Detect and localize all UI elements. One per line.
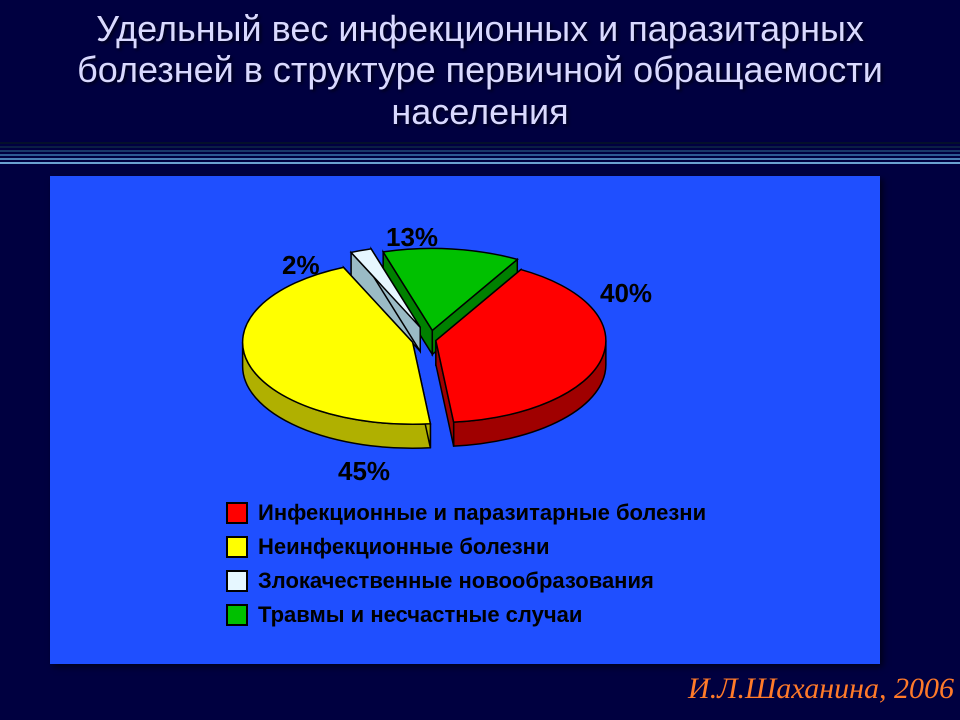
legend-swatch-0 — [226, 502, 248, 524]
pie-chart-container: 40% 45% 2% 13% — [210, 230, 650, 470]
pie-label-1: 45% — [338, 456, 390, 487]
slide-title: Удельный вес инфекционных и паразитарных… — [77, 8, 883, 132]
legend-item: Травмы и несчастные случаи — [226, 602, 706, 628]
legend-item: Инфекционные и паразитарные болезни — [226, 500, 706, 526]
legend-item: Злокачественные новообразования — [226, 568, 706, 594]
legend-swatch-2 — [226, 570, 248, 592]
pie-label-2: 2% — [282, 250, 320, 281]
legend-text-2: Злокачественные новообразования — [258, 568, 654, 594]
legend-text-1: Неинфекционные болезни — [258, 534, 550, 560]
chart-panel: 40% 45% 2% 13% Инфекционные и паразитарн… — [50, 176, 880, 664]
legend: Инфекционные и паразитарные болезни Неин… — [226, 500, 706, 636]
legend-text-0: Инфекционные и паразитарные болезни — [258, 500, 706, 526]
slide-title-block: Удельный вес инфекционных и паразитарных… — [0, 0, 960, 138]
legend-item: Неинфекционные болезни — [226, 534, 706, 560]
legend-swatch-1 — [226, 536, 248, 558]
citation: И.Л.Шаханина, 2006 — [688, 672, 954, 706]
pie-chart — [210, 230, 650, 490]
pie-label-0: 40% — [600, 278, 652, 309]
pie-label-3: 13% — [386, 222, 438, 253]
legend-swatch-3 — [226, 604, 248, 626]
legend-text-3: Травмы и несчастные случаи — [258, 602, 582, 628]
title-divider — [0, 142, 960, 164]
